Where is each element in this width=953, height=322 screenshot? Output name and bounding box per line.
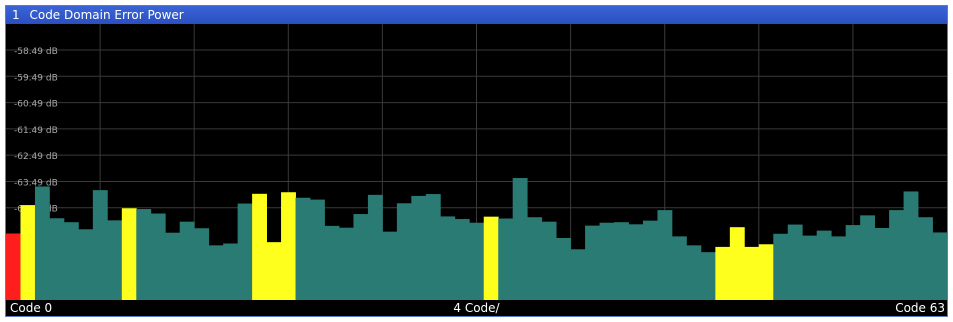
bar-code-20	[295, 197, 311, 300]
code-domain-error-power-window: 1 Code Domain Error Power -58.49 dB -59.4…	[5, 5, 948, 317]
bar-code-55	[816, 230, 832, 300]
y-tick-label: -61.49 dB	[14, 126, 58, 136]
y-tick-label: -63.49 dB	[14, 178, 58, 188]
bar-code-52	[773, 233, 789, 300]
bar-code-14	[208, 245, 224, 300]
bar-code-19	[281, 192, 296, 300]
bar-code-21	[310, 199, 325, 300]
bar-code-56	[831, 236, 847, 300]
y-tick-label: -62.49 dB	[14, 152, 58, 162]
bar-code-38	[556, 237, 571, 300]
y-tick-label: -59.49 dB	[14, 73, 58, 83]
bar-code-26	[382, 231, 398, 300]
bar-code-46	[671, 236, 687, 300]
bar-code-0	[6, 233, 21, 300]
bar-code-49.5	[729, 227, 745, 300]
bar-code-28	[411, 195, 427, 300]
bar-code-5	[78, 229, 94, 300]
bar-code-3	[49, 218, 65, 300]
bar-code-8	[121, 208, 137, 300]
bar-code-54	[802, 235, 818, 300]
bar-code-33	[483, 216, 499, 300]
bar-code-41	[599, 222, 615, 300]
bar-code-25	[367, 194, 383, 300]
bar-code-39	[570, 249, 586, 300]
y-tick-label: -60.49 dB	[14, 100, 58, 110]
bar-code-63	[932, 232, 947, 300]
bar-code-37	[541, 221, 557, 300]
bar-code-13	[194, 228, 210, 300]
bar-code-35	[512, 178, 528, 300]
bar-code-50	[744, 246, 760, 300]
bar-code-15	[223, 243, 239, 300]
bar-code-30	[440, 216, 456, 300]
bar-code-49	[715, 246, 731, 300]
bar-code-29	[425, 194, 441, 300]
bar-code-9	[136, 209, 152, 300]
bar-code-2	[34, 186, 50, 300]
bar-code-45	[657, 210, 673, 300]
bar-code-47	[686, 245, 702, 300]
bar-code-62	[918, 217, 933, 300]
bar-code-23	[338, 227, 354, 300]
window-title: Code Domain Error Power	[29, 8, 184, 22]
bar-code-24	[353, 214, 369, 300]
bar-code-51	[758, 244, 774, 300]
bar-code-43	[628, 224, 644, 300]
bar-code-57	[845, 225, 861, 300]
bar-code-40	[585, 225, 600, 300]
error-power-chart: -58.49 dB -59.49 dB -60.49 dB -61.49 dB -62.…	[6, 24, 947, 300]
y-tick-label: -58.49 dB	[14, 47, 58, 57]
bar-code-42	[614, 222, 629, 300]
bar-code-4	[63, 222, 79, 300]
bar-code-60	[889, 210, 904, 300]
bar-code-36	[527, 217, 543, 300]
bar-code-32	[469, 222, 485, 300]
bar-code-22	[324, 225, 340, 300]
x-axis-labels: Code 0 4 Code/ Code 63	[6, 300, 947, 316]
x-label-start: Code 0	[10, 301, 53, 315]
bar-code-59	[874, 227, 890, 300]
bar-code-48	[700, 252, 716, 300]
window-titlebar[interactable]: 1 Code Domain Error Power	[6, 6, 947, 24]
bar-code-7	[107, 220, 123, 300]
x-label-end: Code 63	[895, 301, 945, 315]
bar-code-16	[237, 203, 253, 300]
bar-code-6	[92, 190, 108, 300]
bar-code-53	[787, 224, 803, 300]
bar-code-10	[150, 213, 166, 300]
window-number: 1	[12, 8, 20, 22]
bar-code-31	[454, 219, 470, 300]
bar-code-58	[860, 215, 876, 300]
bar-code-44	[642, 220, 658, 300]
bar-code-18	[266, 242, 282, 300]
bar-code-11	[165, 232, 181, 300]
bar-code-12	[179, 221, 195, 300]
x-label-center: 4 Code/	[453, 301, 500, 315]
bar-code-61	[903, 191, 919, 300]
bar-code-1	[20, 205, 36, 300]
bar-code-27	[396, 203, 412, 300]
bar-code-17	[252, 193, 267, 300]
bar-code-34	[498, 218, 514, 300]
